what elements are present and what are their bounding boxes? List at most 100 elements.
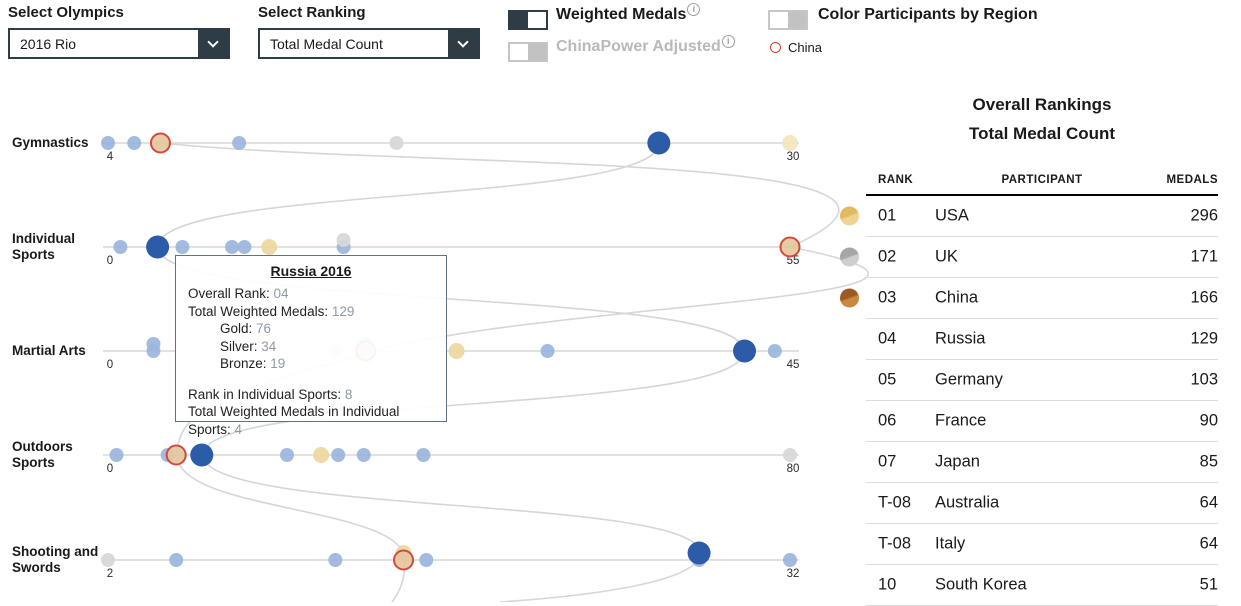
selected-country-dot[interactable] [647,131,671,155]
china-legend: China [770,39,822,57]
rank-cell: T-08 [878,534,912,553]
china-dot[interactable] [393,549,415,571]
axis-max-label: 30 [787,151,800,163]
chart-dot[interactable] [336,233,351,247]
selected-country-dot[interactable] [733,339,757,363]
chart-dot[interactable] [783,553,797,567]
medals-cell: 90 [1199,411,1218,430]
rankings-subtitle: Total Medal Count [968,124,1116,143]
chart-dot[interactable] [419,553,434,567]
table-row[interactable]: 02 UK 171 [840,237,1218,278]
china-legend-label: China [788,40,822,56]
chart-dot[interactable] [416,448,431,462]
sport-row-label: Shooting and Swords [12,544,99,575]
chinapower-adjusted-toggle[interactable] [508,42,548,62]
chart-dot[interactable] [225,240,239,254]
russia-flow-curve [157,142,660,248]
chart-dot[interactable] [175,240,190,254]
russia-flow-curve [202,350,745,456]
china-dot[interactable] [149,132,171,154]
ranking-dropdown[interactable]: Total Medal Count [258,28,480,59]
sport-row-label: Martial Arts [12,343,86,358]
china-flow-curve [369,246,869,353]
selected-country-dot[interactable] [687,541,711,565]
chart-dot[interactable] [328,553,343,567]
axis-max-label: 55 [787,255,800,267]
chart-dot[interactable] [783,448,797,462]
chart-dot[interactable] [232,136,247,150]
medals-cell: 296 [1190,206,1218,225]
medals-cell: 51 [1199,575,1218,594]
selected-country-dot[interactable] [146,235,170,259]
weighted-medals-label: Weighted Medals [556,6,687,23]
axis-max-label: 45 [787,359,800,371]
chart-dot[interactable] [127,136,142,150]
participant-cell: UK [935,247,958,266]
chart-dot[interactable] [782,135,798,151]
selected-country-dot[interactable] [190,443,214,467]
participant-cell: France [935,411,987,430]
color-by-region-toggle[interactable] [768,10,808,30]
medals-cell: 64 [1199,493,1218,512]
chart-dot[interactable] [313,447,330,463]
table-row[interactable]: T-08 Australia 64 [866,483,1218,524]
chevron-down-icon [198,30,228,57]
tooltip-line: Silver: 34 [220,338,277,354]
color-by-region-label: Color Participants by Region [818,6,1038,23]
chart-dot[interactable] [109,448,124,462]
rank-column-header: RANK [878,174,914,186]
chart-dot[interactable] [540,344,555,358]
info-icon[interactable]: i [721,35,735,48]
table-row[interactable]: 05 Germany 103 [866,360,1218,401]
russia-flow-curve [202,454,701,554]
chart-dot[interactable] [237,240,252,254]
tooltip-spacer [188,373,434,386]
medals-cell: 64 [1199,534,1218,553]
sport-row-label: Outdoors Sports [12,439,73,470]
participant-cell: USA [935,206,969,225]
chart-dot[interactable] [389,136,404,150]
chart-dot[interactable] [767,344,782,358]
weighted-medals-toggle[interactable] [508,10,548,30]
axis-min-label: 2 [107,568,113,580]
chart-dot[interactable] [280,448,295,462]
chart-dot[interactable] [146,337,161,351]
participant-cell: Japan [935,452,980,471]
table-row[interactable]: 10 South Korea 51 [866,565,1218,606]
tooltip-line: Total Weighted Medals in Individual Spor… [188,404,400,437]
sport-row-label: Gymnastics [12,135,89,150]
rankings-title: Overall Rankings [972,95,1112,114]
participant-cell: Italy [935,534,966,553]
participant-cell: South Korea [935,575,1027,594]
chart-dot[interactable] [101,553,115,567]
table-row[interactable]: 04 Russia 129 [866,319,1218,360]
chart-dot[interactable] [356,448,371,462]
table-row[interactable]: T-08 Italy 64 [866,524,1218,565]
medals-cell: 166 [1190,288,1218,307]
info-icon[interactable]: i [687,3,701,16]
china-dot[interactable] [779,236,801,258]
participant-cell: China [935,288,979,307]
table-row[interactable]: 03 China 166 [840,278,1218,319]
china-ring-icon [770,42,781,54]
select-ranking-label: Select Ranking [258,4,366,21]
tooltip-title: Russia 2016 [270,263,352,279]
chart-dot[interactable] [448,343,465,359]
china-dot[interactable] [165,444,187,466]
axis-min-label: 4 [107,151,114,163]
table-row[interactable]: 07 Japan 85 [866,442,1218,483]
rank-cell: 04 [878,329,897,348]
axis-max-label: 32 [787,568,800,580]
tooltip-line: Rank in Individual Sports: 8 [188,386,353,402]
rank-cell: 03 [878,288,897,307]
table-row[interactable]: 06 France 90 [866,401,1218,442]
chart-dot[interactable] [261,239,278,255]
chart-dot[interactable] [331,448,346,462]
chart-dot[interactable] [101,136,115,150]
rank-cell: 10 [878,575,897,594]
table-row[interactable]: 01 USA 296 [840,196,1218,237]
olympics-dropdown[interactable]: 2016 Rio [8,28,230,59]
chart-dot[interactable] [113,240,128,254]
rank-cell: 07 [878,452,897,471]
chart-dot[interactable] [169,553,184,567]
